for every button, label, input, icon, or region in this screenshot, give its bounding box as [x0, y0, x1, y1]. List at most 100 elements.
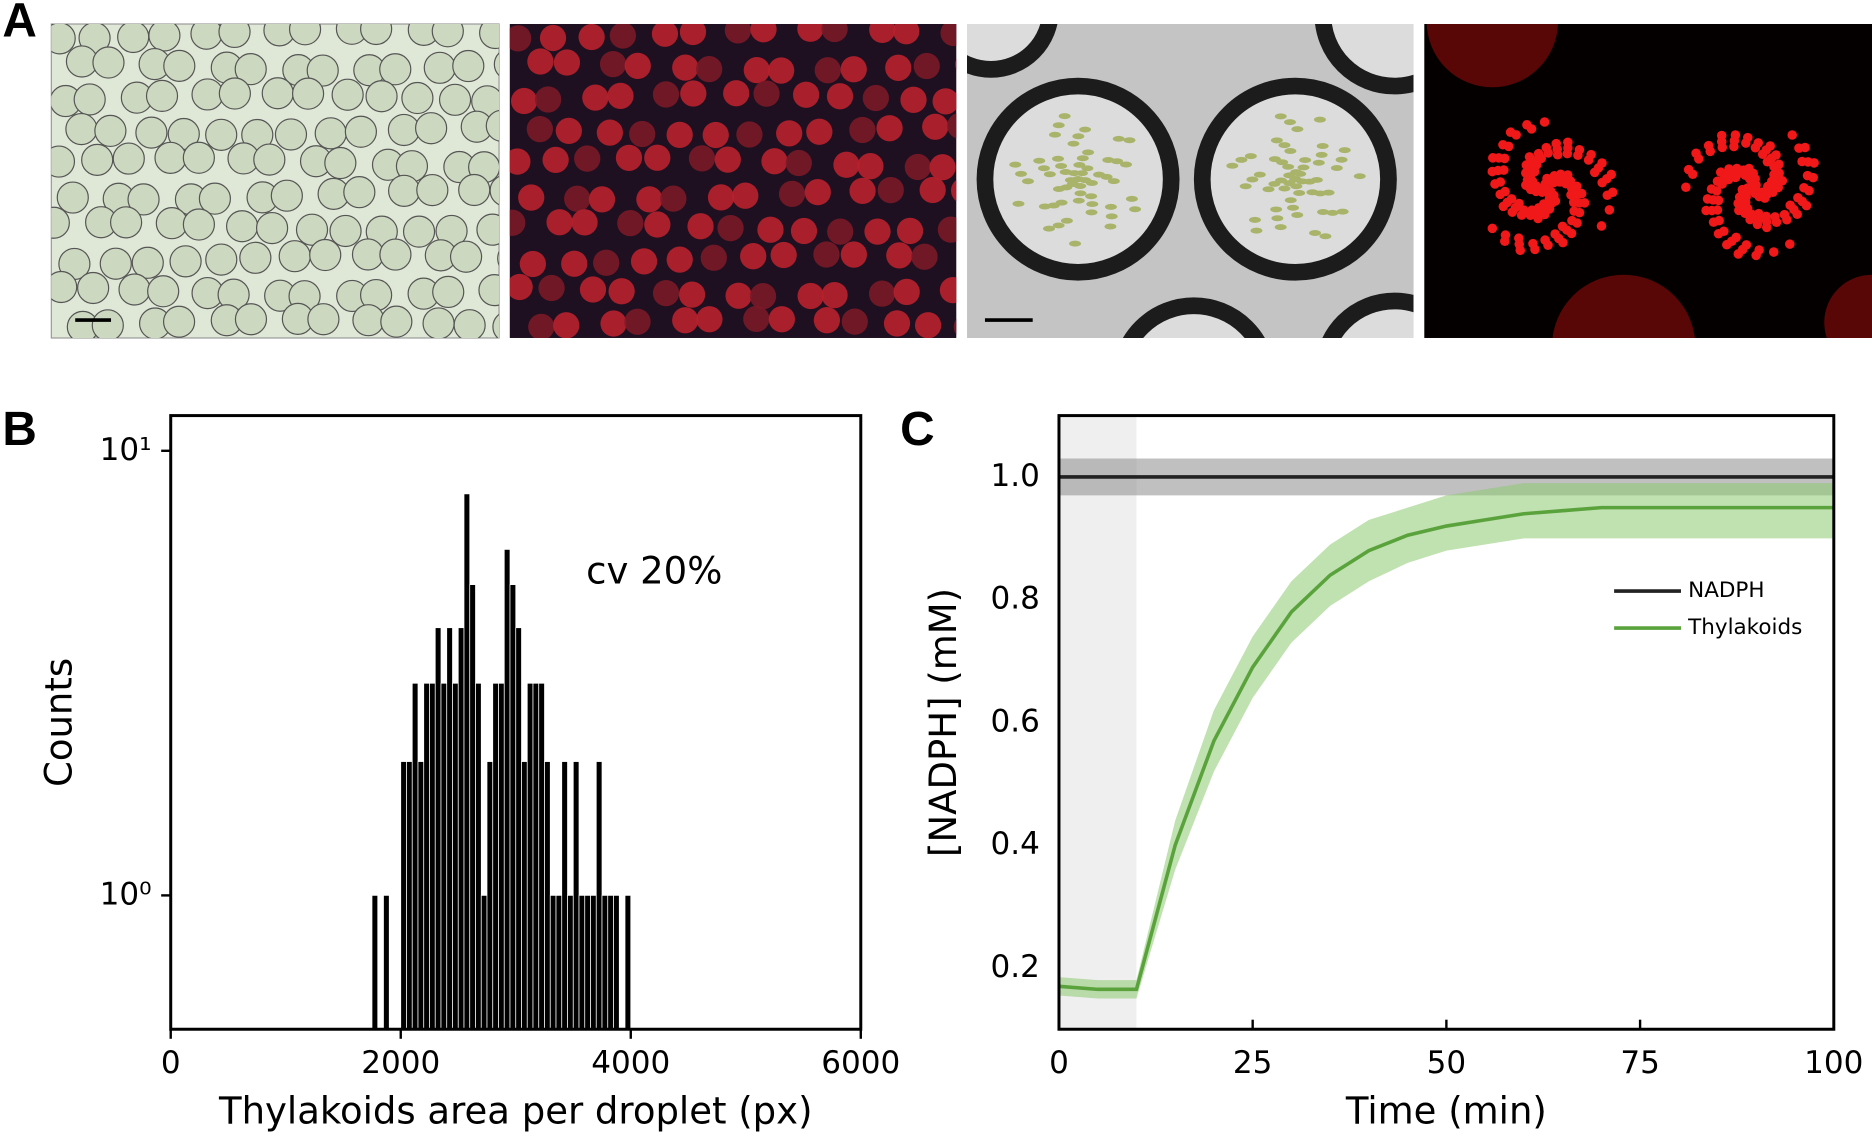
thylakoid [1763, 181, 1773, 192]
thylakoid [1769, 161, 1779, 172]
droplet [135, 116, 168, 149]
droplet [886, 242, 913, 269]
droplet [81, 143, 114, 176]
droplet [422, 307, 455, 338]
line [1058, 505, 1834, 992]
cell [1284, 147, 1297, 154]
cell [1043, 171, 1056, 178]
thylakoid [1719, 226, 1729, 237]
droplet [380, 305, 413, 338]
cell [1282, 163, 1295, 170]
cell [1064, 177, 1077, 184]
cell [1313, 116, 1326, 123]
cell [1073, 161, 1086, 168]
droplet [306, 54, 339, 87]
thylakoid [1549, 177, 1559, 188]
cell [1291, 126, 1304, 133]
droplet [401, 81, 434, 115]
cell [1129, 206, 1142, 213]
cell [1081, 165, 1094, 172]
droplet [278, 240, 311, 273]
droplet [725, 282, 752, 309]
droplet [849, 177, 876, 204]
droplet [833, 151, 860, 178]
cell [1338, 147, 1351, 154]
cell [1319, 233, 1332, 240]
cell [1120, 161, 1132, 168]
cell [1104, 203, 1117, 210]
droplet [937, 216, 957, 243]
thylakoid [1514, 233, 1524, 243]
cell [1015, 170, 1027, 177]
bar [498, 682, 505, 1030]
bar [411, 682, 419, 1030]
droplet [876, 115, 903, 142]
droplet [732, 182, 759, 209]
bar [452, 682, 459, 1030]
thylakoid [1794, 143, 1804, 153]
thylakoid [1602, 190, 1613, 201]
thylakoid [1787, 130, 1797, 140]
cell [1085, 180, 1098, 186]
droplet [162, 305, 196, 338]
droplet [913, 52, 940, 80]
droplet [288, 23, 322, 46]
droplet [617, 210, 644, 237]
droplet [479, 23, 500, 50]
droplet [636, 186, 663, 213]
droplet [660, 185, 687, 212]
bar [417, 761, 425, 1030]
droplet [528, 313, 555, 338]
thylakoid [1712, 205, 1723, 215]
thylakoid [1562, 148, 1573, 159]
bar [584, 895, 591, 1030]
droplet [191, 78, 224, 111]
droplet [797, 23, 824, 42]
cell [1287, 204, 1299, 211]
droplet [77, 271, 110, 305]
droplet [821, 23, 848, 43]
cell [1297, 164, 1310, 171]
droplet [940, 23, 957, 47]
x-tick-label: 0 [161, 1045, 181, 1081]
cell [1299, 157, 1312, 164]
cell [1290, 169, 1303, 176]
cell [1235, 156, 1248, 163]
cell [1082, 149, 1095, 156]
bar [613, 895, 620, 1030]
bar [544, 761, 551, 1030]
droplet [388, 174, 421, 207]
bar [440, 682, 448, 1030]
cell [1310, 176, 1323, 183]
thylakoid [1526, 124, 1537, 134]
droplet [950, 180, 957, 202]
cell [1253, 171, 1266, 178]
droplet [607, 82, 634, 110]
x-tick-label: 0 [1049, 1045, 1069, 1081]
thylakoid [1757, 149, 1768, 160]
droplet [696, 306, 723, 333]
droplet [270, 179, 303, 212]
annotation: cv 20% [586, 550, 722, 593]
cell [1239, 183, 1252, 190]
droplet [261, 77, 294, 110]
cell [1291, 211, 1304, 218]
cell [1009, 161, 1022, 168]
cell [1107, 178, 1120, 185]
bar [601, 895, 609, 1030]
droplet [542, 146, 569, 174]
droplet [929, 154, 956, 181]
droplet [309, 238, 342, 272]
droplet [904, 153, 931, 181]
droplet [414, 112, 448, 145]
droplet [73, 83, 106, 116]
droplet [609, 23, 636, 49]
droplet [624, 52, 651, 80]
thylakoid [1538, 199, 1549, 209]
droplet [509, 25, 532, 52]
droplet [813, 307, 841, 334]
droplet [857, 153, 884, 180]
cell [1289, 176, 1302, 183]
